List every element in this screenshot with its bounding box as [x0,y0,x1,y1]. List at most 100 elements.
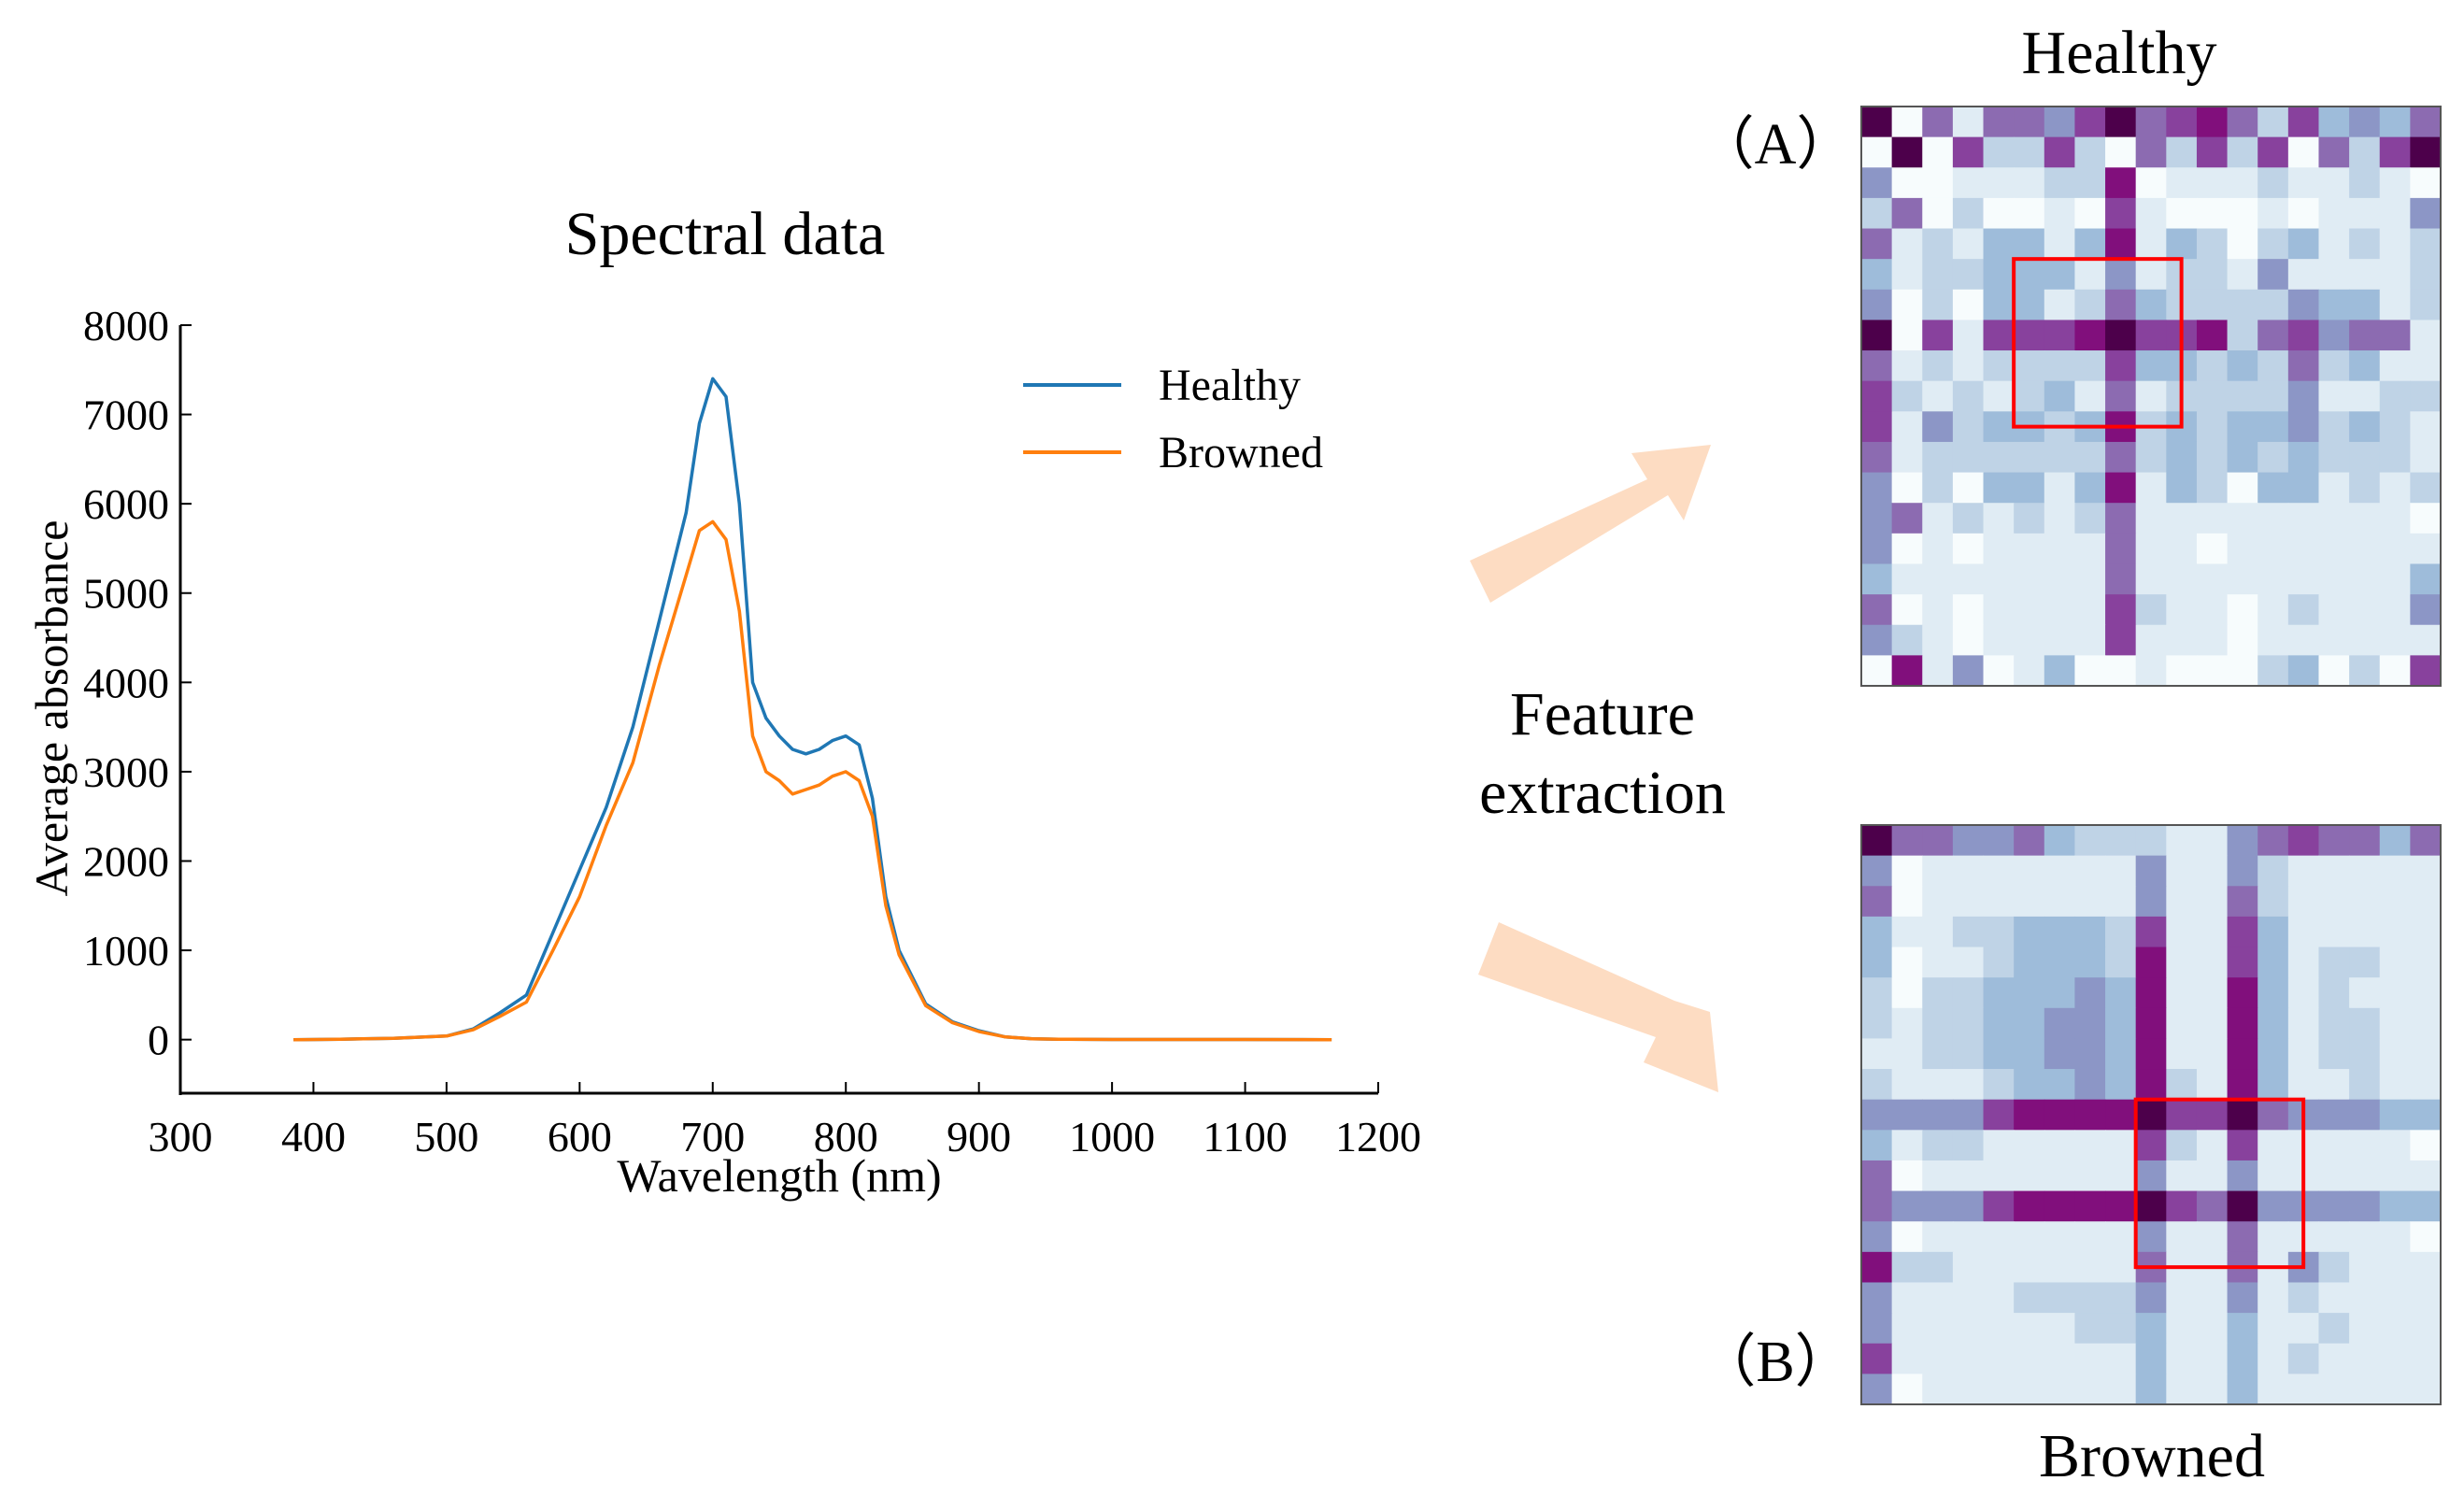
heatmap-cell [2196,350,2229,382]
heatmap-cell [2410,1313,2442,1345]
heatmap-cell [1922,916,1954,948]
heatmap-cell [2044,1160,2076,1192]
heatmap-cell [1983,350,2015,382]
heatmap-cell [1861,472,1893,504]
heatmap-cell [2196,886,2229,918]
y-tick-label: 6000 [83,480,169,528]
heatmap-cell [2379,259,2411,291]
heatmap-cell [2227,441,2258,474]
heatmap-cell [2044,1251,2076,1284]
heatmap-cell [1861,1099,1893,1131]
heatmap-cell [2044,1343,2076,1374]
heatmap-cell [2105,1038,2137,1070]
heatmap-cell [2105,1221,2137,1253]
heatmap-cell [1952,1221,1985,1253]
heatmap-cell [2227,825,2258,857]
heatmap-cell [1952,1130,1985,1161]
x-tick-label: 800 [814,1113,878,1160]
heatmap-cell [2349,441,2381,474]
heatmap-cell [2014,916,2045,948]
heatmap-cell [1952,1099,1985,1131]
axes [178,325,1378,1095]
legend-label-browned: Browned [1159,428,1323,477]
heatmap-cell [2196,916,2229,948]
heatmap-cell [1891,350,1923,382]
heatmap-cell [1983,503,2015,534]
heatmap-cell [2105,594,2137,626]
heatmap-cell [2135,441,2167,474]
heatmap-cell [2196,825,2229,857]
heatmap-cell [2410,947,2442,978]
feature-label-line2: extraction [1479,759,1726,827]
heatmap-cell [2318,825,2350,857]
heatmap-cell [2318,1251,2350,1284]
heatmap-cell [2257,1099,2289,1131]
heatmap-cell [1952,380,1985,412]
heatmap-cell [2135,1069,2167,1101]
heatmap-cell [1861,228,1893,260]
heatmap-cell [2410,167,2442,199]
heatmap-cell [1891,411,1923,443]
heatmap-cell [1983,1069,2015,1101]
heatmap-cell [1922,1282,1954,1314]
heatmap-cell [2410,1038,2442,1070]
heatmap-cell [2196,228,2229,260]
x-tick-label: 700 [680,1113,745,1160]
heatmap-cell [2349,1130,2381,1161]
heatmap-cell [1983,1038,2015,1070]
heatmap-cell [2044,1038,2076,1070]
heatmap-cell [1922,1038,1954,1070]
heatmap-cell [1861,503,1893,534]
heatmap-cell [1891,1190,1923,1222]
heatmap-cell [2227,1313,2258,1345]
legend-label-healthy: Healthy [1159,361,1301,410]
heatmap-cell [1952,411,1985,443]
heatmap-cell [2287,533,2320,565]
heatmap-cell [1983,655,2015,687]
heatmap-cell [2379,1130,2411,1161]
heatmap-cell [2287,855,2320,887]
heatmap-cell [2196,977,2229,1009]
heatmap-cell [2135,228,2167,260]
heatmap-cell [2135,1160,2167,1192]
heatmap-cell [2379,320,2411,351]
heatmap-cell [1952,107,1985,138]
heatmap-cell [1952,1343,1985,1374]
heatmap-cell [2349,197,2381,230]
heatmap-cell [2105,289,2137,321]
heatmap-cell [2014,167,2045,199]
heatmap-cell [1861,136,1893,168]
heatmap-cell [2044,107,2076,138]
heatmap-cell [2318,1007,2350,1040]
legend: Healthy Browned [1023,361,1323,477]
heatmap-cell [1922,228,1954,260]
heatmap-cell [2410,624,2442,656]
heatmap-cell [2074,1038,2106,1070]
heatmap-cell [2257,411,2289,443]
heatmap-cell [2074,1099,2106,1131]
heatmap-cell [1891,503,1923,534]
heatmap-cell [1952,563,1985,595]
heatmap-cell [2257,503,2289,534]
heatmap-cell [1952,320,1985,351]
heatmap-cell [1891,136,1923,168]
heatmap-cell [2410,1190,2442,1222]
heatmap-frame [1860,106,2442,687]
heatmap-cell [2379,197,2411,230]
heatmap-cell [1861,1038,1893,1070]
heatmap-cell [1922,1069,1954,1101]
heatmap-cell [2287,1313,2320,1345]
y-axis-label: Average absorbance [25,520,78,896]
heatmap-cell [2135,1313,2167,1345]
heatmap-cell [2349,655,2381,687]
heatmap-cell [2287,320,2320,351]
heatmap-cell [2287,197,2320,230]
heatmap-browned [1860,824,2442,1405]
heatmap-cell [2105,1160,2137,1192]
heatmap-cell [2196,380,2229,412]
heatmap-cell [2044,228,2076,260]
heatmap-cell [1983,1374,2015,1405]
heatmap-cell [2135,1374,2167,1405]
heatmap-cell [2014,825,2045,857]
